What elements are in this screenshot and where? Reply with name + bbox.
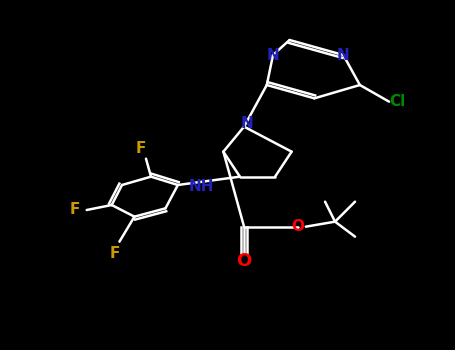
Text: O: O <box>291 219 304 234</box>
Text: Cl: Cl <box>389 94 405 109</box>
Text: NH: NH <box>189 179 214 194</box>
Text: F: F <box>70 203 80 217</box>
Text: N: N <box>337 48 350 63</box>
Text: F: F <box>109 246 120 261</box>
Text: N: N <box>267 48 279 63</box>
Text: F: F <box>136 141 146 156</box>
Text: N: N <box>241 116 253 131</box>
Text: O: O <box>237 252 252 270</box>
